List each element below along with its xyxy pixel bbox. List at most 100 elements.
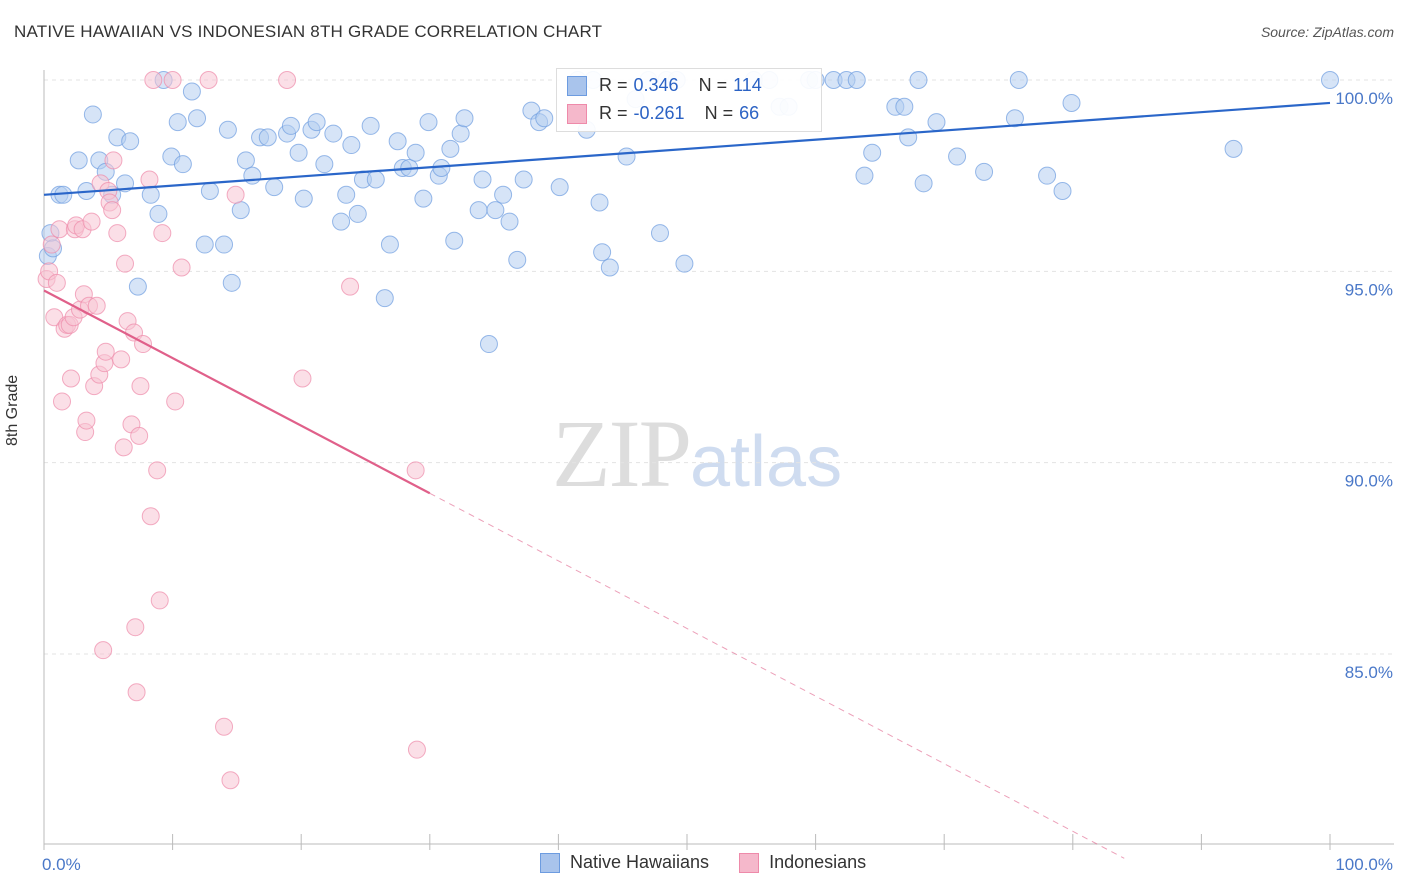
stats-row-native-hawaiians: R = 0.346 N = 114: [567, 75, 762, 96]
indonesian-point: [407, 740, 426, 759]
indonesian-point: [150, 591, 169, 610]
legend-swatch-indonesians: [739, 852, 760, 873]
indonesian-point: [82, 212, 101, 231]
native-hawaiian-point: [441, 139, 460, 158]
y-tick-label: 85.0%: [1345, 663, 1393, 682]
indonesian-point: [47, 273, 66, 292]
indonesian-point: [172, 258, 191, 277]
indonesian-point: [94, 641, 113, 660]
indonesian-point: [50, 220, 69, 239]
indonesian-point: [153, 224, 172, 243]
native-hawaiian-point: [650, 224, 669, 243]
r-label: R =: [599, 103, 628, 123]
native-hawaiian-point: [469, 201, 488, 220]
indonesian-point: [126, 618, 145, 637]
y-tick-label: 95.0%: [1345, 280, 1393, 299]
indonesian-point: [215, 717, 234, 736]
chart-title: NATIVE HAWAIIAN VS INDONESIAN 8TH GRADE …: [14, 22, 603, 41]
native-hawaiian-point: [914, 174, 933, 193]
n-value: 114: [733, 75, 762, 95]
native-hawaiian-point: [895, 97, 914, 116]
native-hawaiian-point: [1038, 166, 1057, 185]
native-hawaiian-point: [406, 143, 425, 162]
n-value: 66: [739, 103, 760, 123]
native-hawaiian-point: [315, 155, 334, 174]
legend-item-indonesians[interactable]: Indonesians: [739, 852, 866, 873]
indonesian-trendline: [43, 289, 431, 495]
native-hawaiian-point: [83, 105, 102, 124]
native-hawaiian-point: [1062, 93, 1081, 112]
native-hawaiian-point: [375, 289, 394, 308]
stats-swatch-indonesians: [567, 103, 587, 124]
native-hawaiian-point: [348, 204, 367, 223]
native-hawaiian-point: [121, 132, 140, 151]
native-hawaiian-point: [342, 136, 361, 155]
native-hawaiian-point: [149, 204, 168, 223]
r-value: -0.261: [633, 103, 685, 123]
native-hawaiian-point: [617, 147, 636, 166]
native-hawaiian-point: [486, 201, 505, 220]
indonesian-point: [221, 771, 240, 790]
n-label: N =: [698, 75, 728, 95]
indonesian-point: [53, 392, 72, 411]
native-hawaiian-point: [222, 273, 241, 292]
indonesian-point: [140, 170, 159, 189]
indonesian-point: [226, 185, 245, 204]
x-tick-label: 100.0%: [1335, 855, 1393, 874]
native-hawaiian-point: [927, 113, 946, 132]
legend-label-indonesians: Indonesians: [769, 852, 867, 872]
r-label: R =: [599, 75, 628, 95]
native-hawaiian-point: [514, 170, 533, 189]
indonesian-point: [112, 350, 131, 369]
indonesian-point: [406, 461, 425, 480]
indonesian-point: [166, 392, 185, 411]
native-hawaiian-point: [200, 181, 219, 200]
native-hawaiian-point: [195, 235, 214, 254]
native-hawaiian-point: [215, 235, 234, 254]
native-hawaiian-point: [445, 231, 464, 250]
native-hawaiian-trendline: [43, 101, 1331, 196]
indonesian-point: [87, 296, 106, 315]
native-hawaiian-point: [600, 258, 619, 277]
native-hawaiian-point: [332, 212, 351, 231]
native-hawaiian-point: [451, 124, 470, 143]
indonesian-point: [42, 235, 61, 254]
indonesian-point: [131, 377, 150, 396]
indonesian-point: [163, 71, 182, 89]
y-tick-label: 100.0%: [1335, 89, 1393, 108]
native-hawaiian-point: [948, 147, 967, 166]
native-hawaiian-point: [419, 113, 438, 132]
n-label: N =: [704, 103, 734, 123]
indonesian-point: [96, 342, 115, 361]
legend-item-native-hawaiians[interactable]: Native Hawaiians: [540, 852, 709, 873]
legend: Native Hawaiians Indonesians: [540, 852, 866, 873]
indonesian-point: [130, 426, 149, 445]
native-hawaiian-point: [1005, 109, 1024, 128]
indonesian-point: [341, 277, 360, 296]
native-hawaiian-point: [847, 71, 866, 89]
native-hawaiian-point: [307, 113, 326, 132]
watermark-atlas: atlas: [690, 422, 843, 502]
native-hawaiian-point: [337, 185, 356, 204]
native-hawaiian-point: [218, 120, 237, 139]
r-value: 0.346: [633, 75, 679, 95]
native-hawaiian-point: [173, 155, 192, 174]
native-hawaiian-point: [855, 166, 874, 185]
stats-swatch-native-hawaiians: [567, 75, 587, 96]
native-hawaiian-point: [116, 174, 135, 193]
native-hawaiian-point: [1053, 181, 1072, 200]
native-hawaiian-point: [1321, 71, 1339, 89]
native-hawaiian-point: [265, 178, 284, 197]
indonesian-point: [103, 201, 122, 220]
indonesian-point: [108, 224, 127, 243]
native-hawaiian-point: [863, 143, 882, 162]
native-hawaiian-point: [975, 162, 994, 181]
indonesian-point: [141, 507, 160, 526]
watermark-zip: ZIP: [552, 400, 692, 507]
indonesian-point: [148, 461, 167, 480]
native-hawaiian-point: [590, 193, 609, 212]
indonesian-point: [144, 71, 163, 89]
native-hawaiian-point: [168, 113, 187, 132]
native-hawaiian-point: [1009, 71, 1028, 89]
